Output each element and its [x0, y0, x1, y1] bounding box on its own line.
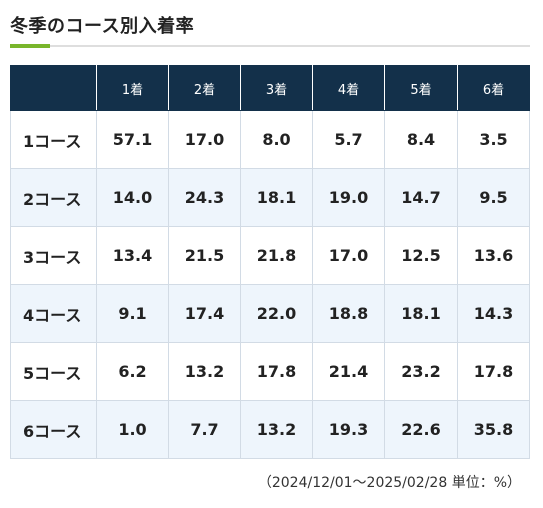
rate-cell: 9.5 [457, 168, 530, 227]
rate-cell: 17.0 [168, 110, 241, 169]
rate-cell: 13.2 [168, 342, 241, 401]
rate-cell: 9.1 [96, 284, 169, 343]
rate-cell: 19.3 [312, 400, 385, 459]
table-row: 1コース 57.1 17.0 8.0 5.7 8.4 3.5 [10, 110, 530, 169]
rate-cell: 12.5 [384, 226, 458, 285]
page-title: 冬季のコース別入着率 [10, 16, 195, 37]
rate-cell: 17.0 [312, 226, 385, 285]
column-header: 2着 [168, 65, 241, 111]
rate-cell: 6.2 [96, 342, 169, 401]
rate-cell: 21.5 [168, 226, 241, 285]
rate-cell: 5.7 [312, 110, 385, 169]
rate-cell: 13.2 [240, 400, 313, 459]
rate-cell: 17.8 [240, 342, 313, 401]
row-header-course: 4コース [10, 284, 97, 343]
row-header-course: 5コース [10, 342, 97, 401]
course-placement-table: 1着 2着 3着 4着 5着 6着 1コース 57.1 17.0 8.0 5.7… [10, 65, 530, 459]
rate-cell: 18.1 [384, 284, 458, 343]
column-header: 4着 [312, 65, 385, 111]
rate-cell: 8.4 [384, 110, 458, 169]
rate-cell: 13.6 [457, 226, 530, 285]
rate-cell: 3.5 [457, 110, 530, 169]
table-row: 6コース 1.0 7.7 13.2 19.3 22.6 35.8 [10, 400, 530, 459]
rate-cell: 24.3 [168, 168, 241, 227]
rate-cell: 22.6 [384, 400, 458, 459]
heading-divider [10, 45, 530, 47]
table-row: 2コース 14.0 24.3 18.1 19.0 14.7 9.5 [10, 168, 530, 227]
rate-cell: 14.3 [457, 284, 530, 343]
row-header-course: 2コース [10, 168, 97, 227]
table-row: 5コース 6.2 13.2 17.8 21.4 23.2 17.8 [10, 342, 530, 401]
period-unit-note: （2024/12/01～2025/02/28 単位：%） [257, 475, 521, 491]
column-header: 6着 [457, 65, 530, 111]
heading-accent-bar [10, 44, 50, 48]
rate-cell: 57.1 [96, 110, 169, 169]
rate-cell: 21.8 [240, 226, 313, 285]
row-header-course: 3コース [10, 226, 97, 285]
rate-cell: 19.0 [312, 168, 385, 227]
row-header-course: 1コース [10, 110, 97, 169]
rate-cell: 35.8 [457, 400, 530, 459]
rate-cell: 21.4 [312, 342, 385, 401]
column-header: 3着 [240, 65, 313, 111]
rate-cell: 8.0 [240, 110, 313, 169]
table-row: 3コース 13.4 21.5 21.8 17.0 12.5 13.6 [10, 226, 530, 285]
rate-cell: 7.7 [168, 400, 241, 459]
rate-cell: 14.0 [96, 168, 169, 227]
rate-cell: 17.4 [168, 284, 241, 343]
rate-cell: 18.8 [312, 284, 385, 343]
row-header-course: 6コース [10, 400, 97, 459]
rate-cell: 14.7 [384, 168, 458, 227]
corner-header-cell [10, 65, 97, 111]
table-header-row: 1着 2着 3着 4着 5着 6着 [10, 65, 530, 111]
column-header: 5着 [384, 65, 458, 111]
rate-cell: 18.1 [240, 168, 313, 227]
rate-cell: 22.0 [240, 284, 313, 343]
rate-cell: 1.0 [96, 400, 169, 459]
rate-cell: 13.4 [96, 226, 169, 285]
rate-cell: 17.8 [457, 342, 530, 401]
section-heading: 冬季のコース別入着率 [10, 8, 530, 48]
rate-cell: 23.2 [384, 342, 458, 401]
table-row: 4コース 9.1 17.4 22.0 18.8 18.1 14.3 [10, 284, 530, 343]
column-header: 1着 [96, 65, 169, 111]
